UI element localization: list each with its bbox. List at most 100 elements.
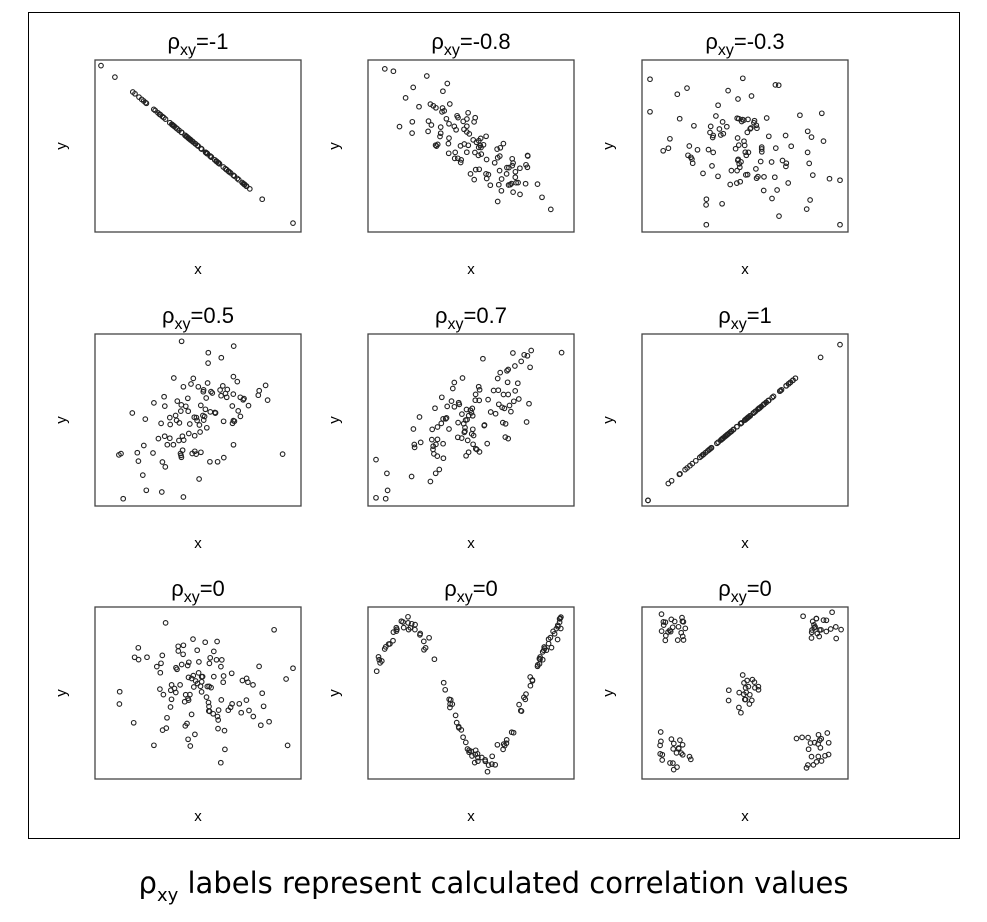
scatter-point [472,445,479,452]
scatter-point [161,433,168,440]
scatter-point [670,760,676,766]
title-subscript: xy [731,316,747,333]
title-symbol: ρ [431,29,444,54]
scatter-point [231,173,238,179]
scatter-point [187,743,194,749]
scatter-point [505,182,512,188]
scatter-point [225,707,232,714]
scatter-point [116,701,123,707]
scatter-point [184,720,190,727]
scatter-point [167,421,174,428]
x-axis-label: x [194,261,202,278]
scatter-point [709,134,716,141]
scatter-panel-7: ρxy=0xy [53,576,302,825]
plot-box [641,59,849,233]
scatter-point [557,625,564,632]
scatter-point [809,172,816,178]
scatter-point [444,403,451,410]
scatter-point [827,626,834,632]
scatter-point [501,405,508,412]
scatter-point [393,624,400,631]
scatter-point [700,170,706,177]
title-symbol: ρ [705,29,718,54]
plot-box [641,333,849,507]
scatter-point [471,759,478,766]
scatter-point [200,387,207,393]
scatter-point [725,697,732,704]
scatter-point [665,145,672,152]
figure-frame [28,12,960,839]
scatter-point [260,703,267,710]
scatter-point [497,369,504,376]
scatter-point [207,409,214,415]
scatter-point [196,422,203,428]
scatter-point [150,106,157,113]
scatter-point [175,643,182,650]
scatter-point [162,620,169,626]
scatter-point [198,689,205,695]
scatter-point [185,736,191,743]
scatter-point [135,458,142,464]
scatter-panel-4: ρxy=0.5xy [53,303,302,552]
scatter-point [204,683,211,690]
scatter-point [752,684,758,691]
scatter-point [476,397,483,404]
title-value: =0.7 [464,303,507,328]
scatter-point [738,159,744,165]
scatter-point [196,476,202,482]
scatter-point [212,410,219,416]
scatter-point [151,742,157,749]
scatter-point [504,367,510,374]
scatter-point [665,480,672,487]
scatter-point [494,198,501,205]
scatter-point [168,682,175,688]
scatter-point [465,109,471,116]
scatter-point [818,735,825,742]
scatter-point [735,96,741,102]
scatter-point [203,424,210,431]
scatter-point [230,441,237,448]
scatter-point [246,707,252,714]
scatter-point [809,627,815,633]
scatter-point [837,221,843,228]
scatter-point [188,381,194,387]
scatter-point [805,746,812,753]
scatter-point [458,157,465,163]
scatter-point [738,419,745,426]
scatter-point [829,609,835,616]
scatter-point [196,659,202,665]
scatter-point [229,701,235,707]
scatter-point [446,101,453,107]
scatter-point [495,401,502,408]
scatter-point [476,386,483,393]
scatter-point [677,471,683,477]
scatter-point [452,712,459,719]
x-axis-label: x [741,261,749,278]
scatter-point [180,642,187,649]
scatter-point [180,437,187,443]
scatter-point [166,414,173,421]
scatter-point [467,171,474,177]
scatter-point [477,135,484,142]
scatter-point [814,630,821,637]
scatter-point [475,144,482,151]
scatter-point [748,93,755,99]
scatter-point [190,672,197,679]
scatter-point [440,455,447,462]
scatter-point [381,646,388,652]
scatter-point [800,613,806,620]
scatter-point [484,768,491,775]
scatter-point [788,143,795,150]
scatter-point [481,422,488,429]
scatter-point [727,181,734,188]
scatter-point [259,690,266,697]
scatter-point [129,410,136,416]
scatter-point [837,177,843,184]
scatter-point [135,644,142,651]
scatter-point [259,196,266,203]
scatter-point [558,349,565,356]
scatter-point [142,416,149,422]
scatter-point [264,397,271,403]
scatter-point [176,420,183,426]
x-axis-label: x [194,535,202,552]
